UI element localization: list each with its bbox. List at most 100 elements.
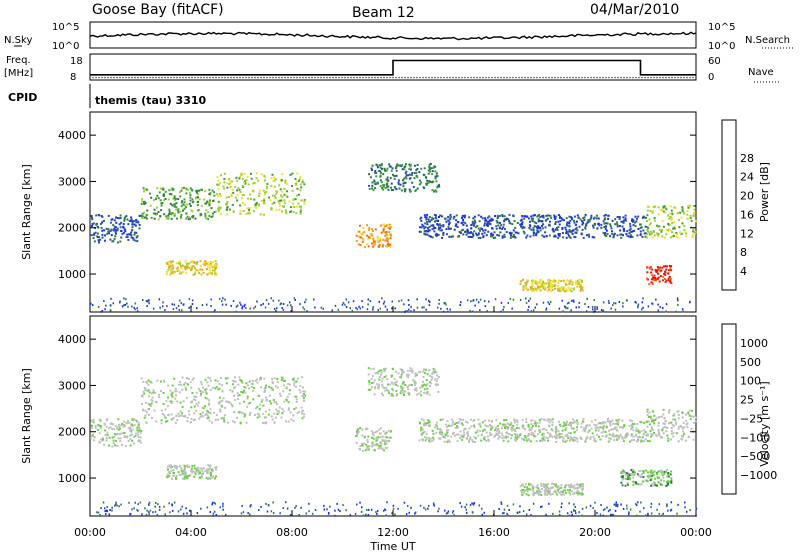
velocity-point [105, 434, 107, 437]
velocity-point [664, 420, 667, 422]
velocity-point [594, 429, 597, 432]
power-point [644, 225, 647, 228]
power-point [191, 201, 194, 204]
power-point [637, 215, 640, 218]
power-point [405, 177, 408, 180]
power-point [557, 233, 560, 235]
power-ground-point [637, 306, 639, 309]
power-point [664, 206, 667, 209]
velocity-point [175, 394, 177, 397]
velocity-point [446, 434, 449, 437]
velocity-point [595, 424, 598, 427]
velocity-point [519, 485, 522, 488]
power-ground-point [142, 299, 144, 302]
power-ground-point [428, 304, 431, 307]
power-point [203, 198, 205, 201]
power-point [278, 202, 281, 205]
power-point [480, 228, 483, 230]
power-point [384, 239, 387, 242]
velocity-point [418, 422, 421, 425]
power-ground-point [97, 306, 100, 309]
power-point [548, 282, 551, 285]
velocity-ground-point [503, 508, 506, 511]
power-point [592, 217, 595, 220]
power-point [470, 236, 473, 238]
velocity-point [695, 420, 698, 423]
velocity-colorbar-label: Velocity [m s⁻¹] [758, 381, 771, 466]
velocity-point [280, 376, 283, 379]
velocity-point [495, 433, 498, 436]
velocity-point [164, 408, 167, 411]
power-point [266, 182, 269, 185]
power-point [514, 226, 517, 229]
power-point [380, 164, 383, 167]
power-point [182, 270, 185, 273]
velocity-point [132, 442, 135, 445]
power-ground-point [651, 302, 653, 305]
power-ground-point [614, 302, 617, 305]
velocity-ground-point [611, 513, 614, 516]
velocity-point [646, 440, 649, 442]
velocity-point [455, 433, 458, 436]
power-point [264, 176, 267, 179]
velocity-point [564, 434, 567, 437]
velocity-point [549, 432, 552, 435]
velocity-point [387, 390, 390, 393]
power-point [143, 203, 146, 205]
power-point [173, 205, 176, 208]
velocity-point [193, 405, 196, 408]
velocity-point [548, 421, 551, 424]
power-point [368, 184, 371, 187]
power-point [239, 210, 242, 213]
velocity-ground-point [339, 510, 341, 513]
velocity-point [505, 437, 508, 440]
velocity-point [137, 424, 140, 426]
power-point [627, 235, 630, 238]
power-point [114, 229, 117, 232]
power-point [250, 198, 252, 200]
velocity-point [527, 434, 529, 437]
velocity-point [201, 469, 204, 472]
velocity-point [577, 491, 580, 494]
velocity-point [221, 384, 224, 387]
velocity-point [429, 437, 432, 440]
velocity-point [665, 480, 668, 483]
power-point [580, 232, 583, 235]
velocity-point [204, 378, 207, 381]
power-point [173, 196, 176, 199]
power-point [655, 277, 658, 280]
power-point [289, 173, 292, 176]
power-point [270, 208, 273, 211]
power-point [420, 226, 423, 229]
power-point [574, 228, 577, 230]
power-point [380, 231, 383, 234]
velocity-point [293, 384, 296, 387]
power-point [188, 267, 191, 270]
velocity-ground-point [376, 509, 379, 512]
velocity-point [559, 493, 562, 496]
velocity-point [519, 434, 521, 437]
velocity-point [174, 421, 177, 424]
velocity-point [645, 421, 648, 423]
power-ground-point [191, 303, 194, 305]
power-point [463, 216, 466, 219]
velocity-point [588, 429, 591, 432]
power-point [428, 163, 431, 166]
velocity-point [666, 426, 669, 429]
velocity-ground-point [349, 513, 352, 516]
velocity-point [143, 392, 146, 395]
velocity-point [401, 382, 404, 385]
velocity-point [465, 437, 468, 440]
velocity-ground-point [137, 503, 139, 506]
power-ground-point [677, 303, 679, 306]
velocity-point [215, 414, 218, 417]
velocity-point [496, 429, 499, 432]
power-point [280, 199, 283, 202]
power-point [283, 188, 286, 190]
cpid-label: CPID [8, 91, 37, 104]
velocity-point [653, 481, 656, 484]
velocity-point [168, 465, 171, 468]
velocity-point [135, 420, 138, 423]
velocity-point [209, 408, 212, 411]
power-point [671, 231, 673, 234]
